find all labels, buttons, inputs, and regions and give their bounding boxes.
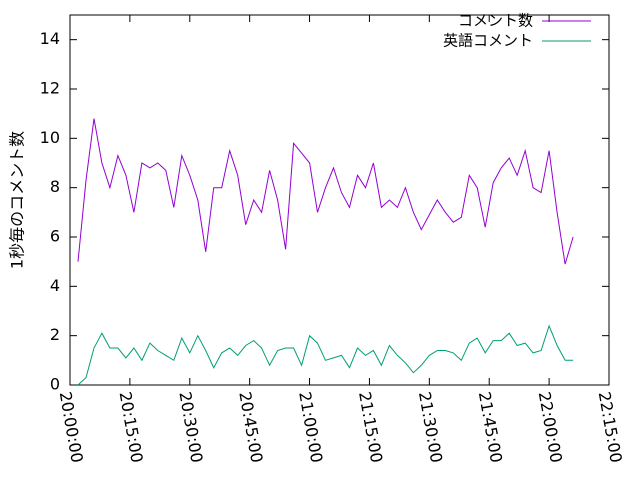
- x-tick-label: 20:00:00: [56, 390, 87, 464]
- x-tick-label: 22:15:00: [595, 390, 626, 464]
- y-tick-label: 10: [40, 128, 60, 147]
- y-tick-label: 4: [50, 276, 60, 295]
- plot-frame: [69, 14, 610, 386]
- y-tick-label: 2: [50, 325, 60, 344]
- y-tick-label: 14: [40, 29, 60, 48]
- series-line: [77, 118, 574, 265]
- x-tick-label: 21:15:00: [355, 390, 386, 464]
- x-tick-label: 20:30:00: [175, 390, 206, 464]
- legend-label: コメント数: [458, 12, 533, 30]
- y-tick-label: 6: [50, 227, 60, 246]
- legend-label: 英語コメント: [443, 32, 533, 50]
- y-tick-label: 8: [50, 177, 60, 196]
- y-axis-label: 1秒毎のコメント数: [8, 131, 27, 269]
- x-tick-label: 22:00:00: [535, 390, 566, 464]
- x-tick-label: 21:00:00: [295, 390, 326, 464]
- series-line: [77, 324, 574, 386]
- y-tick-label: 12: [40, 79, 60, 98]
- x-tick-label: 21:45:00: [475, 390, 506, 464]
- x-tick-label: 20:15:00: [116, 390, 147, 464]
- x-tick-label: 21:30:00: [415, 390, 446, 464]
- y-tick-label: 0: [50, 375, 60, 394]
- x-tick-label: 20:45:00: [235, 390, 266, 464]
